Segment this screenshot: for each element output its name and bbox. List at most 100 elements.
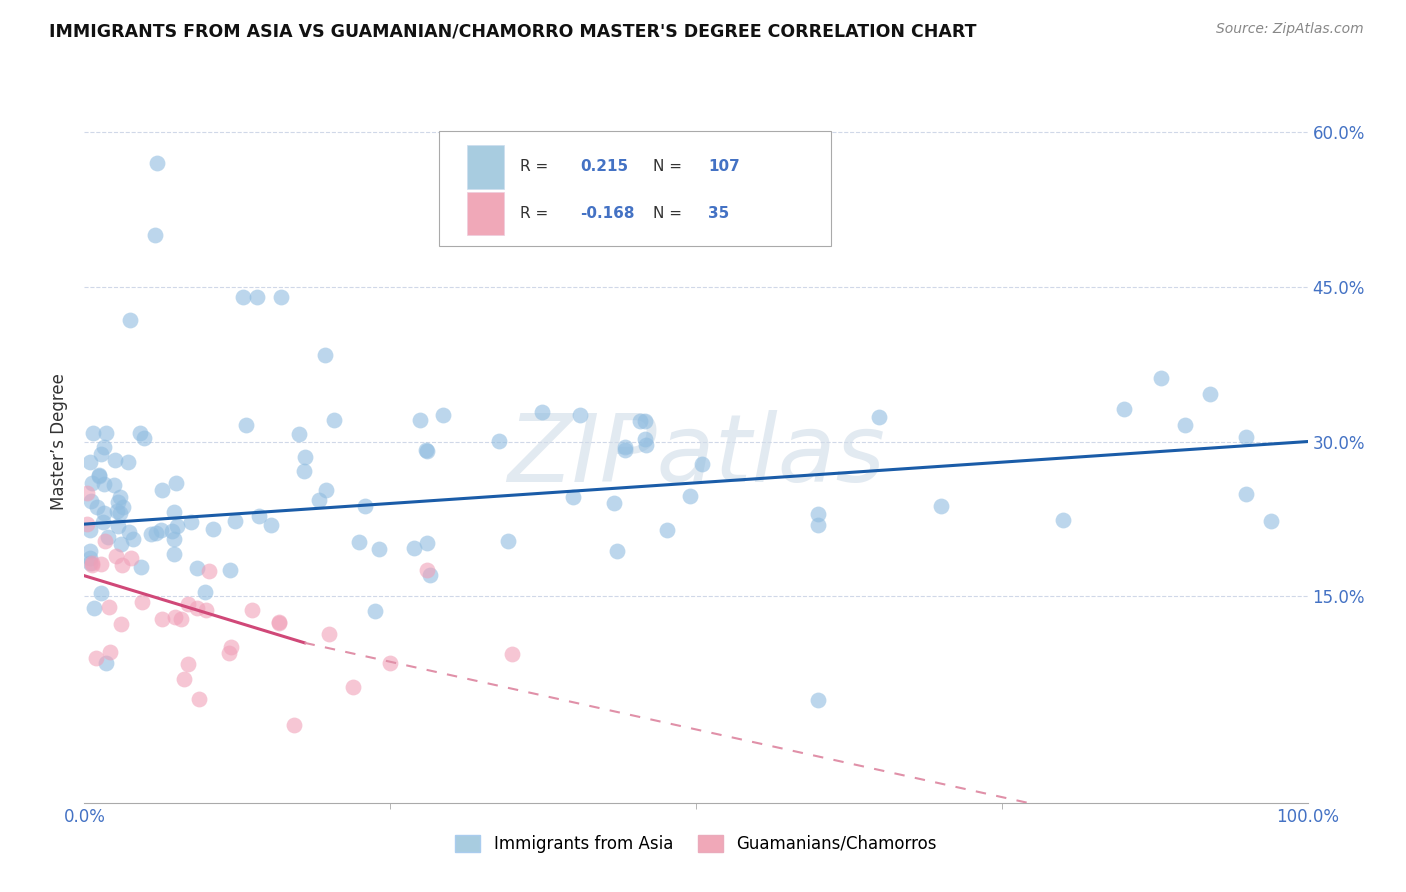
Y-axis label: Master’s Degree: Master’s Degree (51, 373, 69, 510)
Point (111, 558, 134, 572)
Bar (467, 192, 503, 235)
Point (108, 490, 131, 504)
Point (488, 434, 510, 449)
Point (180, 515, 202, 529)
Point (314, 348, 336, 362)
Point (104, 549, 127, 563)
Bar (467, 145, 503, 188)
Point (1114, 401, 1136, 416)
Point (150, 611, 173, 625)
Point (322, 413, 344, 427)
Point (318, 626, 340, 640)
Point (224, 515, 246, 529)
Point (93, 506, 115, 520)
Point (186, 600, 208, 615)
Point (613, 443, 636, 458)
Point (269, 615, 291, 630)
Point (163, 532, 186, 546)
Point (404, 541, 426, 555)
Point (93, 477, 115, 491)
Text: N =: N = (654, 206, 682, 221)
Point (79, 455, 101, 469)
Point (163, 505, 186, 519)
Point (1236, 430, 1258, 444)
Point (89, 469, 111, 483)
Point (173, 672, 195, 686)
Text: 0.215: 0.215 (579, 160, 628, 174)
Point (107, 495, 129, 509)
Point (129, 559, 152, 574)
Point (90, 447, 112, 461)
Point (141, 527, 163, 541)
Point (690, 458, 713, 472)
Point (82, 426, 104, 441)
Point (613, 440, 636, 454)
Point (409, 413, 432, 427)
Point (105, 504, 128, 518)
Point (242, 602, 264, 616)
Point (94, 426, 117, 441)
Point (91, 515, 114, 529)
Point (110, 616, 132, 631)
Point (170, 611, 193, 625)
Point (82, 556, 104, 570)
Point (132, 431, 155, 445)
Point (143, 228, 166, 243)
Point (655, 523, 678, 537)
Point (177, 597, 200, 611)
Point (364, 604, 387, 618)
Point (188, 691, 211, 706)
Point (292, 464, 315, 478)
Point (150, 483, 173, 497)
Point (288, 426, 311, 441)
Point (194, 603, 217, 617)
Point (561, 490, 583, 504)
Point (162, 547, 184, 561)
Text: N =: N = (654, 160, 682, 174)
Text: 107: 107 (709, 160, 740, 174)
Point (432, 408, 454, 422)
Point (246, 290, 269, 304)
Point (186, 561, 208, 575)
Point (86, 500, 108, 515)
Point (80, 475, 103, 490)
Point (103, 478, 125, 492)
Point (131, 595, 153, 609)
Point (498, 533, 520, 548)
Point (283, 718, 305, 732)
Point (568, 409, 591, 423)
Point (118, 524, 141, 539)
Point (176, 657, 198, 671)
Point (929, 499, 952, 513)
Point (121, 532, 143, 546)
Point (419, 568, 441, 582)
Point (308, 492, 330, 507)
Point (194, 584, 217, 599)
Point (94, 533, 117, 548)
Point (602, 496, 624, 510)
Point (76, 486, 98, 500)
Point (342, 680, 364, 694)
Point (354, 500, 377, 514)
Point (502, 647, 524, 661)
Legend: Immigrants from Asia, Guamanians/Chamorros: Immigrants from Asia, Guamanians/Chamorr… (449, 828, 943, 860)
Point (83, 601, 105, 615)
Point (120, 550, 142, 565)
Point (294, 450, 316, 464)
Point (634, 432, 657, 446)
Point (416, 444, 439, 458)
Point (79, 523, 101, 537)
Point (267, 615, 290, 630)
Point (270, 290, 292, 304)
Point (98, 645, 121, 659)
Point (128, 425, 150, 440)
Point (79, 544, 101, 558)
Point (120, 312, 142, 326)
Point (110, 537, 132, 551)
Text: Source: ZipAtlas.com: Source: ZipAtlas.com (1216, 22, 1364, 37)
Point (219, 564, 242, 578)
Point (416, 562, 439, 576)
Point (634, 438, 657, 452)
Point (79, 557, 101, 571)
Point (166, 519, 188, 533)
